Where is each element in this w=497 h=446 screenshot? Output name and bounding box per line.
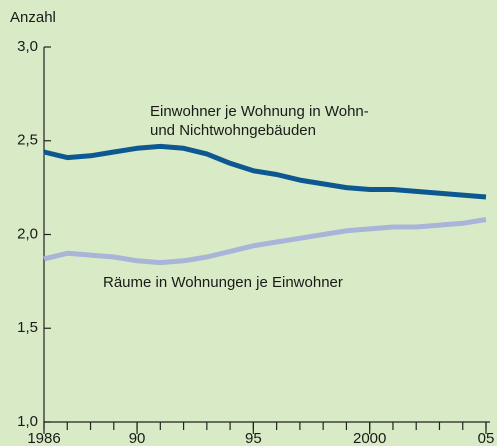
y-tick-label: 3,0 — [17, 38, 38, 55]
x-tick-label: 1986 — [27, 430, 60, 446]
x-tick-label: 05 — [478, 430, 495, 446]
y-axis-label: Anzahl — [10, 9, 56, 26]
series-label: Räume in Wohnungen je Einwohner — [103, 274, 343, 291]
series-label: Einwohner je Wohnung in Wohn-und Nichtwo… — [150, 103, 369, 139]
x-tick-label: 95 — [245, 430, 262, 446]
series-line — [43, 143, 487, 200]
y-tick-label: 2,0 — [17, 225, 38, 242]
y-tick-label: 1,0 — [17, 413, 38, 430]
x-tick-label: 90 — [129, 430, 146, 446]
series-line — [43, 217, 487, 266]
x-tick-label: 2000 — [353, 430, 386, 446]
y-tick-label: 1,5 — [17, 319, 38, 336]
y-tick-label: 2,5 — [17, 132, 38, 149]
